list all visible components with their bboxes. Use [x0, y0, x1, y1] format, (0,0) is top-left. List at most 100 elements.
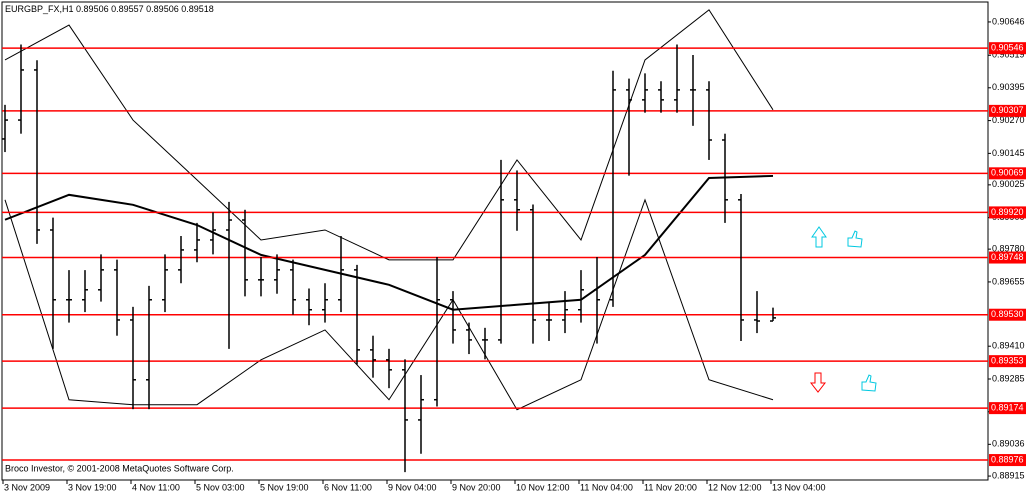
- x-tick-label: 12 Nov 12:00: [708, 482, 762, 492]
- ohlc-bar: [578, 270, 584, 323]
- ohlc-bar: [706, 81, 712, 160]
- ohlc-bar: [754, 291, 760, 334]
- indicator-line: [4, 9, 774, 261]
- level-tag: [989, 42, 1026, 55]
- footer: Broco Investor, © 2001-2008 MetaQuotes S…: [5, 463, 234, 473]
- ohlc-bar: [354, 264, 360, 365]
- level-label: 0.90307: [991, 105, 1024, 115]
- last-low: 0.89506: [146, 4, 179, 14]
- y-tick-label: 0.88915: [992, 470, 1025, 480]
- x-tick-label: 6 Nov 11:00: [324, 482, 372, 492]
- x-tick-label: 5 Nov 03:00: [196, 482, 245, 492]
- ohlc-bar: [130, 306, 136, 410]
- level-tag: [989, 206, 1026, 219]
- y-tick-label: 0.90646: [992, 16, 1025, 26]
- ohlc-bar: [562, 291, 568, 334]
- level-tag: [989, 454, 1026, 467]
- ohlc-bar: [274, 254, 280, 294]
- last-close: 0.89518: [181, 4, 214, 14]
- x-tick-label: 5 Nov 19:00: [260, 482, 309, 492]
- ohlc-bar: [18, 44, 24, 134]
- ohlc-bar: [178, 236, 184, 284]
- x-tick-label: 9 Nov 04:00: [388, 482, 437, 492]
- ohlc-bar: [674, 44, 680, 113]
- y-tick-label: 0.89655: [992, 276, 1025, 286]
- ohlc-bar: [482, 327, 488, 360]
- ohlc-bar: [2, 104, 8, 153]
- y-tick-label: 0.90145: [992, 148, 1025, 158]
- ohlc-bar: [34, 60, 40, 244]
- x-tick-label: 9 Nov 20:00: [452, 482, 501, 492]
- y-tick-label: 0.89780: [992, 244, 1025, 254]
- ohlc-bar: [546, 301, 552, 341]
- ohlc-bar: [114, 259, 120, 336]
- ohlc-bar: [658, 81, 664, 113]
- ohlc-bar: [82, 270, 88, 313]
- last-open: 0.89506: [76, 4, 109, 14]
- ohlc-bar: [194, 222, 200, 263]
- ohlc-bar: [530, 204, 536, 344]
- plot-frame: [1, 1, 989, 481]
- ohlc-bar: [50, 217, 56, 349]
- level-tag: [989, 308, 1026, 321]
- up-arrow: [811, 226, 827, 248]
- level-label: 0.89748: [991, 252, 1024, 262]
- x-tick-label: 11 Nov 04:00: [580, 482, 633, 492]
- thumb-icon: [861, 374, 877, 392]
- ohlc-bar: [690, 54, 696, 126]
- ohlc-bar: [626, 78, 632, 176]
- ohlc-bar: [162, 254, 168, 313]
- x-tick-label: 3 Nov 2009: [4, 482, 50, 492]
- down-arrow: [809, 372, 827, 393]
- level-label: 0.89353: [991, 356, 1024, 366]
- symbol: EURGBP_FX,H1: [5, 4, 74, 14]
- level-label: 0.88976: [991, 454, 1024, 464]
- ohlc-bar: [210, 212, 216, 255]
- level-tag: [989, 402, 1026, 415]
- indicator-line: [4, 174, 774, 311]
- ohlc-bar: [722, 133, 728, 223]
- ohlc-bar: [466, 322, 472, 355]
- level-tag: [989, 167, 1026, 180]
- x-tick-label: 3 Nov 19:00: [68, 482, 117, 492]
- level-tag: [989, 355, 1026, 368]
- ohlc-bar: [514, 170, 520, 231]
- ohlc-bar: [402, 359, 408, 473]
- y-tick-label: 0.90025: [992, 179, 1025, 189]
- level-tag: [989, 104, 1026, 117]
- ohlc-bar: [98, 254, 104, 302]
- level-label: 0.89920: [991, 207, 1024, 217]
- ohlc-bar: [338, 236, 344, 313]
- ohlc-bar: [642, 73, 648, 113]
- ohlc-bar: [242, 209, 248, 297]
- ohlc-bar: [498, 159, 504, 344]
- x-tick-label: 11 Nov 20:00: [644, 482, 697, 492]
- level-label: 0.89174: [991, 402, 1024, 412]
- ohlc-bar: [306, 288, 312, 326]
- y-tick-label: 0.89036: [992, 439, 1025, 449]
- y-tick-label: 0.90519: [992, 50, 1025, 60]
- x-tick-label: 13 Nov 04:00: [772, 482, 826, 492]
- ohlc-bar: [386, 348, 392, 389]
- y-tick-label: 0.89285: [992, 373, 1025, 383]
- last-high: 0.89557: [111, 4, 144, 14]
- level-label: 0.90546: [991, 43, 1024, 53]
- level-label: 0.90069: [991, 168, 1024, 178]
- ohlc-bar: [226, 201, 232, 349]
- ohlc-bar: [146, 285, 152, 410]
- ohlc-bar: [610, 70, 616, 307]
- thumb-icon: [847, 230, 863, 248]
- ohlc-bar: [738, 194, 744, 341]
- y-tick-label: 0.90270: [992, 115, 1025, 125]
- ohlc-bar: [66, 270, 72, 323]
- ohlc-bar: [370, 335, 376, 378]
- x-tick-label: 4 Nov 11:00: [132, 482, 180, 492]
- y-tick-label: 0.90395: [992, 82, 1025, 92]
- y-tick-label: 0.89410: [992, 341, 1025, 351]
- ohlc-bar: [418, 375, 424, 454]
- ohlc-bar: [594, 257, 600, 344]
- ohlc-bar: [322, 283, 328, 323]
- ohlc-bar: [290, 259, 296, 315]
- chart-header: EURGBP_FX,H1 0.89506 0.89557 0.89506 0.8…: [5, 4, 214, 14]
